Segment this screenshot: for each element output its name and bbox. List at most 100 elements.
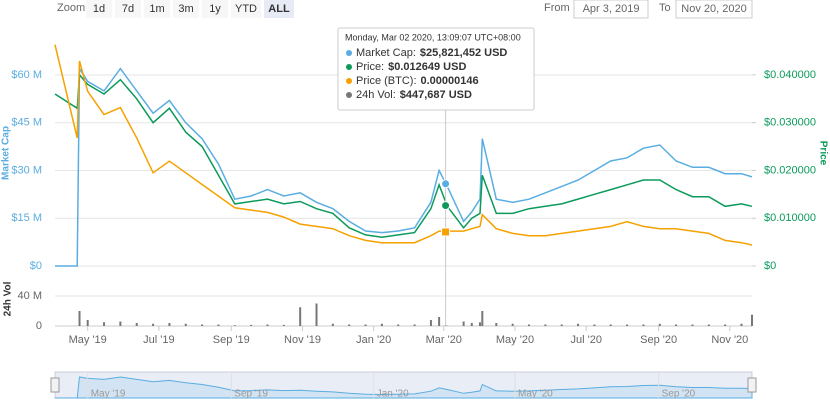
volume-bar (413, 324, 416, 326)
volume-bar (299, 307, 302, 326)
zoom-button-label[interactable]: ALL (268, 3, 290, 15)
tooltip-item-name: Price (BTC): (356, 75, 417, 87)
zoom-button[interactable] (264, 0, 294, 18)
vol-tick-label: 0 (36, 320, 42, 332)
x-tick-label: Sep '19 (213, 334, 250, 346)
volume-bar (626, 324, 629, 326)
y-tick-label: $0 (30, 260, 42, 272)
volume-bar (397, 324, 400, 326)
navigator-tick-label: Sep '20 (662, 389, 696, 400)
zoom-button-label[interactable]: 1y (209, 3, 221, 15)
zoom-button-label[interactable]: YTD (235, 3, 257, 15)
volume-bar (364, 324, 367, 326)
zoom-label: Zoom (57, 2, 85, 14)
tooltip-item-name: Price: (356, 61, 384, 73)
y-tick-label: $45 M (11, 117, 42, 129)
to-value[interactable]: Nov 20, 2020 (681, 3, 746, 15)
x-tick-label: May '20 (496, 334, 534, 346)
x-tick-label: Jan '20 (356, 334, 391, 346)
volume-bar (438, 317, 441, 326)
navigator-tick-label: May '20 (518, 389, 553, 400)
y2-tick-label: $0.010000 (764, 212, 816, 224)
volume-bar (184, 323, 187, 326)
volume-bar (478, 322, 481, 326)
zoom-button[interactable] (144, 0, 170, 18)
hover-marker (441, 227, 451, 237)
tooltip-item: Price: $0.012649 USD (356, 61, 466, 73)
volume-bar (282, 324, 285, 326)
x-tick-label: Sep '20 (640, 334, 677, 346)
tooltip-box (337, 27, 535, 111)
volume-bar (119, 321, 122, 326)
zoom-button[interactable] (86, 0, 112, 18)
y-tick-label: $15 M (11, 212, 42, 224)
volume-bar (217, 324, 220, 326)
volume-bar (577, 323, 580, 326)
vol-axis-title: 24h Vol (3, 281, 14, 316)
tooltip-item: Market Cap: $25,821,452 USD (356, 47, 507, 59)
volume-bar (462, 321, 465, 326)
zoom-button[interactable] (202, 0, 228, 18)
zoom-button-label[interactable]: 3m (178, 3, 193, 15)
volume-bar (135, 323, 138, 326)
volume-bar (78, 311, 81, 326)
volume-bar (103, 322, 106, 326)
tooltip-item-value: 0.00000146 (421, 75, 479, 87)
volume-bar (233, 325, 236, 326)
volume-bar (675, 324, 678, 326)
from-input[interactable] (573, 0, 649, 19)
zoom-button-label[interactable]: 7d (122, 3, 134, 15)
tooltip-item-name: 24h Vol: (356, 89, 396, 101)
volume-bar (691, 324, 694, 326)
volume-bar (86, 320, 89, 326)
y2-tick-label: $0.020000 (764, 164, 816, 176)
tooltip-item: 24h Vol: $447,687 USD (356, 89, 472, 101)
volume-bar (348, 324, 351, 326)
x-tick-label: Nov '20 (711, 334, 748, 346)
from-value[interactable]: Apr 3, 2019 (583, 3, 640, 15)
volume-bar (470, 323, 473, 326)
tooltip-item-name: Market Cap: (356, 47, 416, 59)
y2-tick-label: $0.040000 (764, 69, 816, 81)
x-tick-label: May '19 (69, 334, 107, 346)
y-tick-label: $60 M (11, 69, 42, 81)
navigator-handle[interactable] (50, 377, 60, 393)
volume-bar (315, 303, 318, 326)
volume-bar (168, 323, 171, 326)
tooltip-bullet (346, 50, 352, 56)
zoom-button-label[interactable]: 1d (93, 3, 105, 15)
series-line (54, 73, 753, 239)
y2-tick-label: $0.030000 (764, 117, 816, 129)
volume-bar (751, 314, 753, 326)
x-tick-label: Jul '19 (143, 334, 174, 346)
volume-bar (609, 324, 612, 326)
zoom-button[interactable] (231, 0, 261, 18)
to-input[interactable] (675, 0, 753, 19)
x-tick-label: Nov '19 (284, 334, 321, 346)
volume-bar (658, 323, 661, 326)
zoom-button[interactable] (173, 0, 199, 18)
y-tick-label: $30 M (11, 164, 42, 176)
volume-bar (266, 324, 269, 326)
volume-bar (201, 324, 204, 326)
y-axis-title: Market Cap (1, 126, 12, 180)
volume-bar (250, 324, 253, 326)
tooltip-item-value: $0.012649 USD (388, 61, 466, 73)
navigator-tick-label: Jan '20 (377, 389, 409, 400)
navigator-handle[interactable] (747, 377, 757, 393)
zoom-button-label[interactable]: 1m (149, 3, 164, 15)
navigator-line (55, 376, 753, 399)
volume-bar (528, 324, 531, 326)
hover-marker (441, 179, 451, 189)
series-line (55, 66, 753, 267)
volume-bar (429, 320, 432, 326)
x-tick-label: Mar '20 (426, 334, 462, 346)
tooltip-date: Monday, Mar 02 2020, 13:09:07 UTC+08:00 (345, 32, 521, 42)
tooltip-bullet (346, 64, 352, 70)
volume-bar (511, 323, 514, 326)
zoom-button[interactable] (115, 0, 141, 18)
from-label: From (544, 2, 570, 14)
navigator-bg (54, 371, 753, 399)
volume-bar (544, 324, 547, 326)
